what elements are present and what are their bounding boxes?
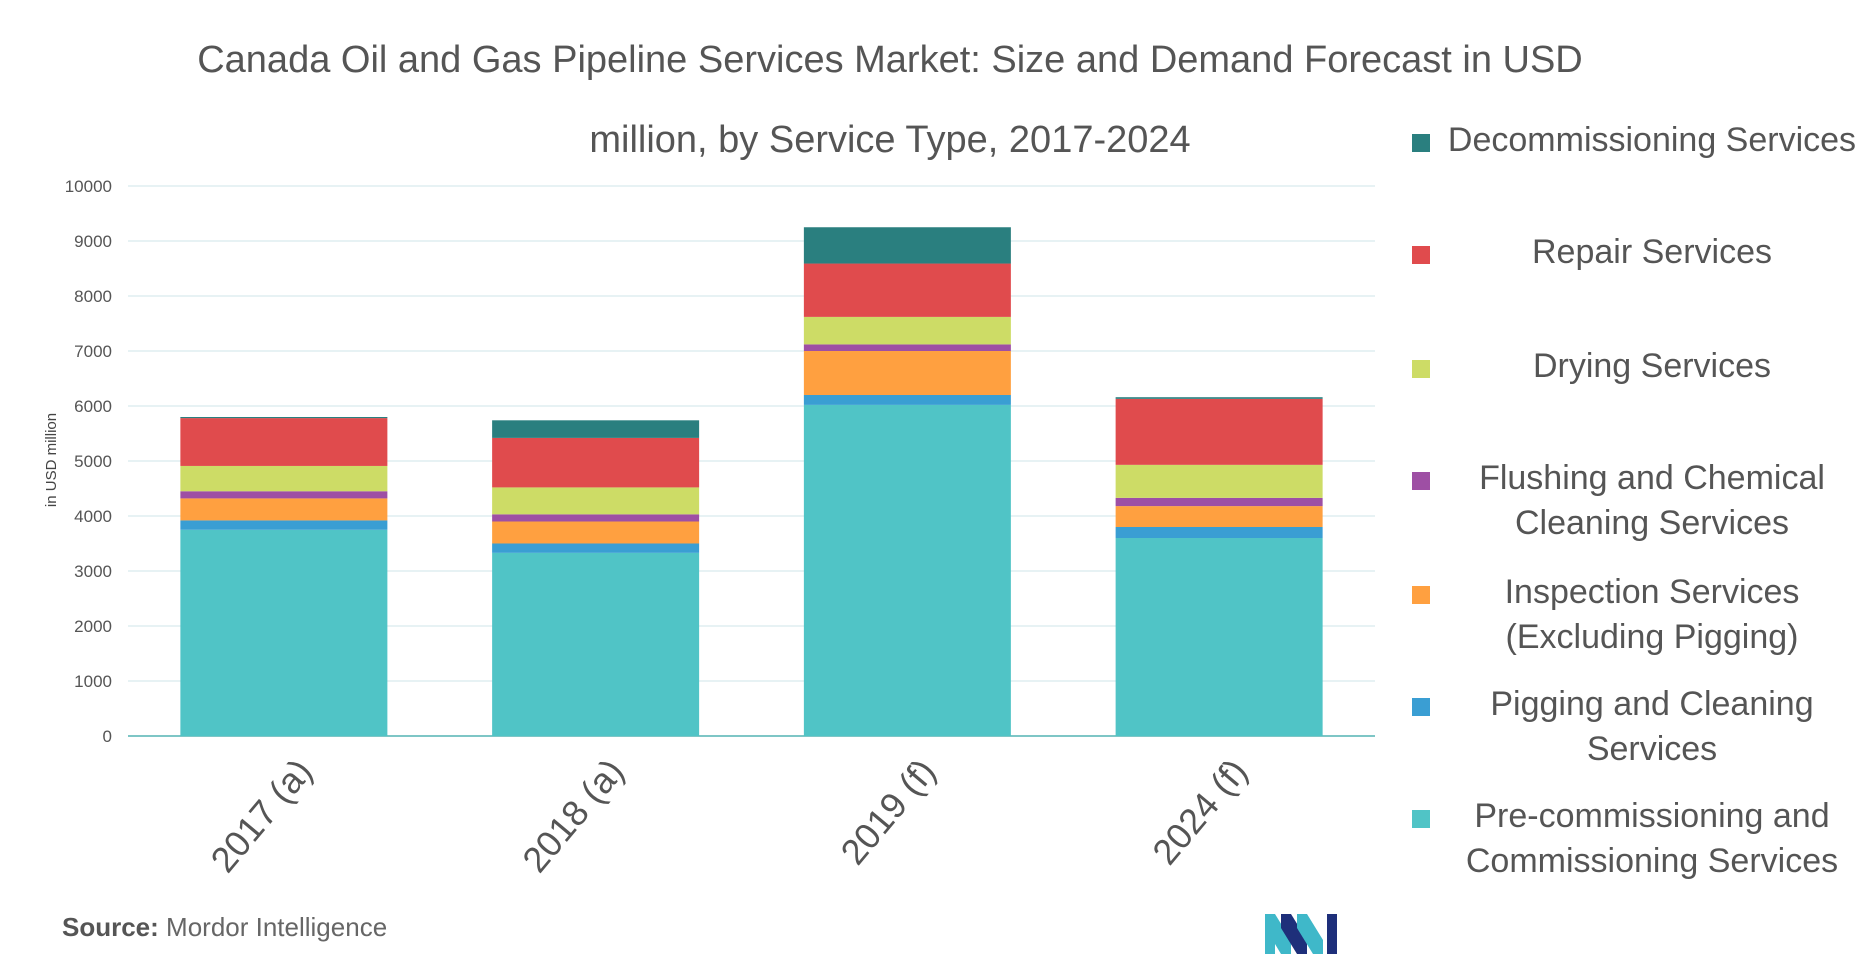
legend-label: Repair Services <box>1532 233 1772 271</box>
source-note: Source: Mordor Intelligence <box>62 912 387 943</box>
mordor-intelligence-logo-icon <box>1265 910 1337 959</box>
legend-label-line-2: Cleaning Services <box>1514 504 1790 542</box>
bar-segment <box>803 404 1011 736</box>
y-tick-label: 2000 <box>74 617 112 636</box>
legend-label: Inspection Services <box>1504 573 1800 611</box>
legend-item: Pre-commissioning and Commissioning Servi… <box>1412 794 1872 884</box>
legend-label: Pigging and Cleaning <box>1490 685 1814 723</box>
chart-title-line-1: Canada Oil and Gas Pipeline Services Mar… <box>197 39 1583 81</box>
bar-segment <box>492 552 700 736</box>
bar-segment <box>180 520 388 530</box>
bar-segment <box>803 316 1011 345</box>
bar-segment <box>180 418 388 466</box>
bar-segment <box>1115 497 1323 507</box>
stacked-bar-chart: 0 1000 2000 3000 4000 5000 6000 7000 8000 9000 100… <box>43 177 1375 880</box>
source-text: Mordor Intelligence <box>158 912 388 942</box>
bar-segment <box>180 465 388 492</box>
legend-swatch <box>1412 134 1430 152</box>
legend-label: Pre-commissioning and <box>1474 797 1830 835</box>
legend-item: Decommissioning Services <box>1412 118 1872 163</box>
legend-label: Drying Services <box>1532 347 1772 385</box>
y-tick-label: 5000 <box>74 452 112 471</box>
bar-segment <box>1115 397 1323 399</box>
bar-segment <box>803 344 1011 351</box>
legend-label-line-2: Commissioning Services <box>1465 842 1839 880</box>
bar-segment <box>180 529 388 736</box>
bar-segment <box>803 263 1011 317</box>
legend-label: Decommissioning Services <box>1447 121 1857 159</box>
legend-item: Flushing and Chemical Cleaning Services <box>1412 456 1872 546</box>
bar-segment <box>180 417 388 419</box>
y-tick-label: 9000 <box>74 232 112 251</box>
chart-title: Canada Oil and Gas Pipeline Services Mar… <box>150 20 1630 180</box>
legend-item: Pigging and Cleaning Services <box>1412 682 1872 772</box>
y-tick-label: 7000 <box>74 342 112 361</box>
legend-swatch <box>1412 472 1430 490</box>
bar-segment <box>1115 538 1323 736</box>
legend-item: Drying Services <box>1412 344 1872 389</box>
legend-swatch <box>1412 360 1430 378</box>
x-tick-label: 2017 (a) <box>202 751 320 880</box>
bar-segment <box>492 487 700 515</box>
y-tick-label: 6000 <box>74 397 112 416</box>
bar-segment <box>1115 464 1323 498</box>
bar-segment <box>1115 398 1323 465</box>
y-tick-label: 10000 <box>65 177 112 196</box>
legend-label: Flushing and Chemical <box>1479 459 1825 497</box>
bar-segment <box>180 498 388 521</box>
legend-label-line-2: (Excluding Pigging) <box>1505 618 1799 656</box>
source-label: Source: <box>62 912 159 942</box>
bar-segment <box>492 437 700 488</box>
bar-segment <box>180 491 388 499</box>
legend-item: Inspection Services (Excluding Pigging) <box>1412 570 1872 660</box>
x-tick-label: 2018 (a) <box>514 751 632 880</box>
legend-swatch <box>1412 698 1430 716</box>
bar-segment <box>492 420 700 438</box>
y-axis-label: in USD million <box>43 413 60 507</box>
y-tick-label: 1000 <box>74 672 112 691</box>
bar-segment <box>1115 506 1323 527</box>
x-tick-label: 2024 (f) <box>1144 751 1255 872</box>
legend-swatch <box>1412 246 1430 264</box>
legend-swatch <box>1412 586 1430 604</box>
bar-segment <box>492 543 700 553</box>
y-tick-label: 0 <box>103 727 112 746</box>
legend-label-line-2: Services <box>1586 730 1718 768</box>
x-tick-label: 2019 (f) <box>832 751 943 872</box>
legend-swatch <box>1412 810 1430 828</box>
y-tick-label: 4000 <box>74 507 112 526</box>
bar-segment <box>492 521 700 544</box>
chart-title-line-2: million, by Service Type, 2017-2024 <box>589 119 1191 161</box>
legend-item: Repair Services <box>1412 230 1872 275</box>
bar-segment <box>803 351 1011 395</box>
bar-segment <box>492 514 700 522</box>
bar-segment <box>1115 527 1323 538</box>
bar-segment <box>803 395 1011 405</box>
y-tick-label: 3000 <box>74 562 112 581</box>
bar-segment <box>803 227 1011 264</box>
y-tick-label: 8000 <box>74 287 112 306</box>
